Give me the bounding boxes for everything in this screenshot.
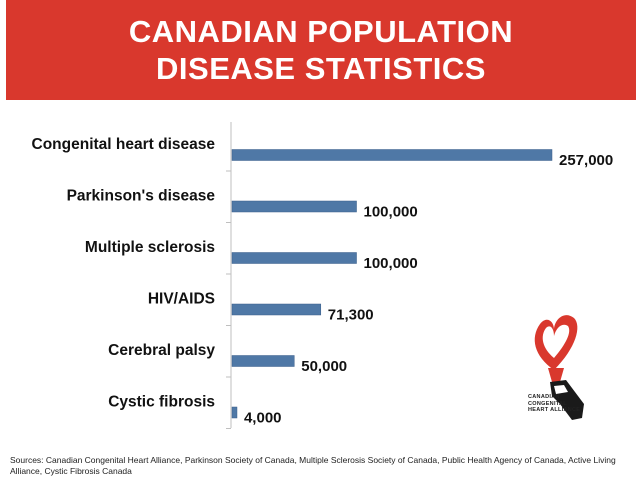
category-label: Cystic fibrosis (108, 394, 215, 411)
value-label: 4,000 (244, 410, 282, 427)
bar (231, 406, 238, 419)
category-label: Multiple sclerosis (85, 239, 215, 256)
heart-torch-icon (534, 315, 584, 420)
title-line-2: DISEASE STATISTICS (156, 51, 486, 86)
value-label: 71,300 (328, 307, 374, 324)
category-label: Cerebral palsy (108, 342, 215, 359)
title-banner: CANADIAN POPULATION DISEASE STATISTICS (6, 0, 636, 100)
logo-line-3: HEART ALLIANCE (528, 407, 581, 413)
bar (231, 252, 357, 264)
value-label: 50,000 (301, 358, 347, 375)
bar (231, 355, 295, 367)
logo-line-2: CONGENITAL (528, 400, 567, 407)
bar (231, 200, 357, 213)
bar (231, 303, 322, 316)
heart-alliance-logo (524, 308, 614, 436)
bar-chart: Congenital heart disease 257,000 Parkinson… (32, 122, 613, 429)
title-line-1: CANADIAN POPULATION (128, 14, 514, 49)
value-label: 100,000 (364, 204, 418, 221)
logo-line-1: CANADIAN (528, 394, 560, 400)
category-label: Congenital heart disease (32, 136, 216, 153)
category-label: HIV/AIDS (148, 291, 215, 308)
category-label: Parkinson's disease (67, 188, 216, 205)
value-label: 100,000 (364, 255, 418, 272)
logo-wordmark: CANADIAN CONGENITAL HEART ALLIANCE (528, 394, 588, 414)
sources-footnote: Sources: Canadian Congenital Heart Allia… (10, 455, 616, 476)
value-label: 257,000 (559, 152, 613, 169)
bar (231, 149, 553, 161)
